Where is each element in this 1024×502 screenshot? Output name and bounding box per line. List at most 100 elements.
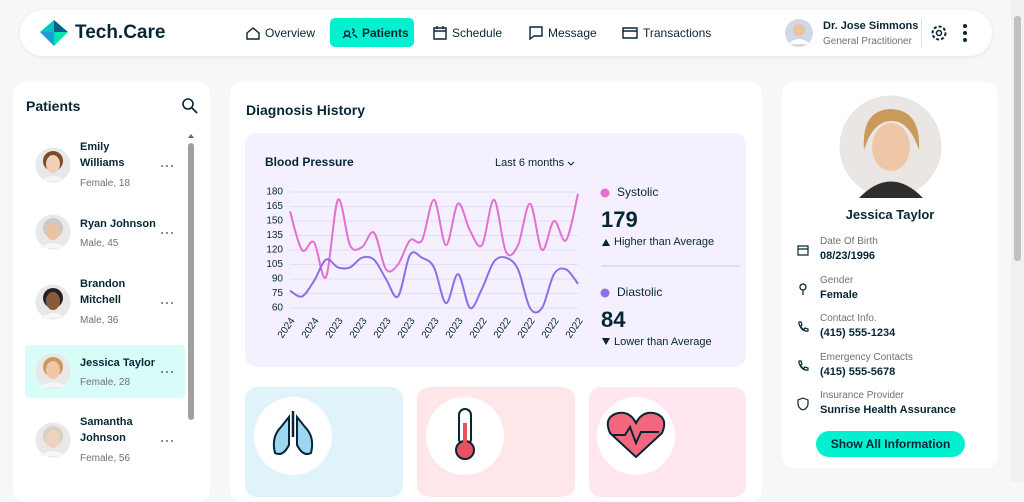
icon-shape [622,27,638,39]
dot [171,302,173,304]
avatar-body [40,176,66,181]
blood-pressure-chart: Blood Pressure Last 6 months 60 75 90 105 12… [265,155,740,348]
legend-label: Systolic [617,185,658,199]
divider [921,19,922,47]
trend-arrow [602,239,610,246]
brand: Tech.Care [75,22,166,43]
patient-avatar [35,422,71,458]
search-button[interactable] [181,97,199,115]
avatar-face [46,361,60,379]
page-scrollbar [1011,0,1024,482]
row-menu[interactable] [160,163,176,169]
row-menu[interactable] [160,230,176,236]
field-icon [797,397,809,412]
icon-shape [246,27,260,40]
dot [166,302,168,304]
y-tick-label: 120 [266,245,283,256]
patient-name: Johnson [80,432,126,444]
nav-item[interactable]: Schedule [452,26,503,40]
current-value: 179 [601,207,638,232]
x-tick-label: 2023 [372,316,394,341]
icon-shape [797,245,809,256]
settings-button[interactable] [929,23,949,43]
avatar-face [46,292,60,310]
field-value: Sunrise Health Assurance [820,404,956,417]
dot [166,371,168,373]
field-icon [798,321,809,332]
nav-item[interactable]: Overview [265,26,316,40]
x-tick-label: 2023 [324,316,346,341]
period-select[interactable]: Last 6 months [495,157,565,169]
row-menu[interactable] [160,300,176,306]
status-label: Higher than Average [614,236,714,248]
x-tick-label: 2023 [396,316,418,341]
patient-avatar [35,353,71,389]
dot [161,232,163,234]
more-button[interactable] [960,23,970,43]
patient-name: Williams [80,157,125,169]
row-menu[interactable] [160,369,176,375]
nav-item[interactable]: Patients [362,26,409,40]
y-tick-label: 150 [266,216,283,227]
series-line [289,193,579,279]
current-value: 84 [601,307,626,332]
avatar-body [40,382,66,387]
icon-shape [799,282,807,295]
y-tick-label: 75 [272,288,284,299]
icon-shape [529,26,543,41]
chart-title: Blood Pressure [265,155,354,169]
icon-shape [433,26,447,40]
dot [171,232,173,234]
dot [161,371,163,373]
field-icon [797,245,809,256]
dot [161,165,163,167]
top-bar [20,10,992,56]
icon-shape [797,397,809,412]
panel-title: Diagnosis History [246,102,366,118]
avatar-face [46,222,60,240]
patient-name: Jessica Taylor [80,357,156,369]
chevron [567,161,575,166]
doctor-avatar [785,19,813,47]
x-tick-label: 2023 [348,316,370,341]
patient-info: Female, 28 [80,377,131,388]
series-line [289,251,579,314]
icon-shape [342,28,358,39]
patient-name: Brandon [80,278,126,290]
row-menu[interactable] [160,438,176,444]
nav-icon [529,26,543,41]
show-all-button[interactable]: Show All Information [816,431,965,457]
scroll-arrow[interactable] [187,132,195,140]
scroll-thumb[interactable] [188,143,194,420]
legend-swatch [600,188,610,198]
field-icon [799,282,807,295]
list-scrollbar [187,132,195,482]
patient-name: Ryan Johnson [80,218,156,230]
y-tick-label: 90 [272,274,284,285]
status-label: Lower than Average [614,336,712,348]
patient-name: Emily [80,141,110,153]
y-tick-label: 105 [266,259,283,270]
vital-icons [254,397,675,475]
profile-photo [839,95,942,198]
dot [161,440,163,442]
page: Tech.Care Dr. Jose Simmons General Pract… [20,0,1024,497]
patient-info: Female, 56 [80,453,131,464]
x-tick-label: 2022 [516,316,538,341]
x-tick-label: 2022 [468,316,490,341]
patient-name: Samantha [80,416,133,428]
nav-item[interactable]: Message [548,26,597,40]
y-tick-label: 60 [272,303,284,314]
avatar-body [40,313,66,318]
scroll-thumb[interactable] [1014,16,1021,261]
dot [171,440,173,442]
y-tick-label: 135 [266,230,283,241]
nav-icon [622,27,638,39]
app: Tech.Care Dr. Jose Simmons General Pract… [20,0,1024,497]
legend-swatch [600,288,610,298]
x-tick-label: 2022 [540,316,562,341]
nav-item[interactable]: Transactions [643,26,712,40]
dot [166,165,168,167]
dot [161,302,163,304]
nav-icon [246,27,260,40]
